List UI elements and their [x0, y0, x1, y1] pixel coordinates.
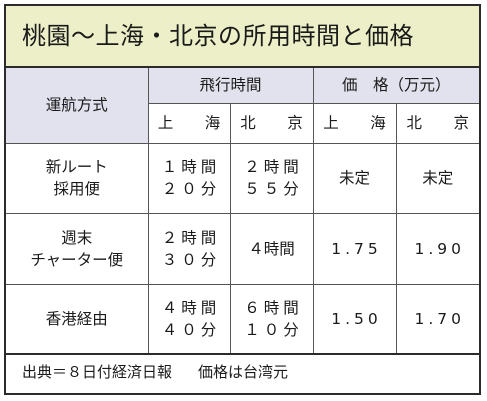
table-footer: 出典＝８日付経済日報 価格は台湾元 — [6, 352, 479, 393]
beijing-time-line2: ５５分 — [244, 180, 303, 198]
beijing-time-cell: ２時間 ５５分 — [229, 142, 314, 214]
shanghai-time-line1: １時間 — [161, 158, 221, 176]
beijing-time-line2: １０分 — [244, 320, 303, 339]
beijing-price-cell: 1.90 — [395, 212, 480, 285]
header-flight-time: 飛行時間 — [147, 68, 314, 104]
route-label-line2: 採用便 — [53, 180, 100, 198]
shanghai-time-line1: ４時間 — [161, 298, 221, 317]
table-row: 週末 チャーター便 ２時間 ３０分 ４時間 1.75 1.90 — [6, 212, 480, 285]
beijing-time-line1: ６時間 — [244, 298, 303, 317]
source-note: 出典＝８日付経済日報 — [22, 363, 173, 381]
beijing-price-cell: 未定 — [395, 142, 480, 214]
table-frame: 桃園〜上海・北京の所用時間と価格 運航方式 飛行時間 価 格（万元） 上 海 北… — [4, 4, 481, 395]
route-label-line2: チャーター便 — [30, 250, 124, 269]
shanghai-price-cell: 1.50 — [312, 283, 397, 355]
route-label: 新ルート 採用便 — [6, 142, 149, 214]
header-beijing-price: 北 京 — [395, 102, 480, 144]
shanghai-price-cell: 未定 — [312, 142, 397, 214]
shanghai-time-line2: ４０分 — [161, 320, 221, 339]
header-row-1: 運航方式 飛行時間 価 格（万元） — [6, 68, 480, 144]
table-row: 香港経由 ４時間 ４０分 ６時間 １０分 1.50 1.70 — [6, 283, 480, 355]
beijing-time-cell: ４時間 — [229, 212, 314, 285]
beijing-time-line1: ２時間 — [244, 158, 303, 176]
header-price: 価 格（万元） — [312, 68, 480, 104]
beijing-price-cell: 1.70 — [395, 283, 480, 355]
header-beijing-time: 北 京 — [229, 102, 314, 144]
shanghai-time-cell: ４時間 ４０分 — [147, 283, 231, 355]
shanghai-price-cell: 1.75 — [312, 212, 397, 285]
currency-note: 価格は台湾元 — [198, 363, 289, 381]
header-route-method: 運航方式 — [6, 68, 149, 144]
shanghai-time-cell: ２時間 ３０分 — [147, 212, 231, 285]
beijing-time-cell: ６時間 １０分 — [229, 283, 314, 355]
shanghai-time-cell: １時間 ２０分 — [147, 142, 231, 214]
table-title: 桃園〜上海・北京の所用時間と価格 — [6, 6, 479, 68]
flight-table: 運航方式 飛行時間 価 格（万元） 上 海 北 京 上 海 北 京 新ルート 採… — [6, 68, 480, 355]
route-label: 香港経由 — [6, 283, 149, 355]
shanghai-time-line2: ２０分 — [161, 180, 221, 198]
shanghai-time-line1: ２時間 — [161, 228, 221, 247]
route-label-line1: 週末 — [61, 228, 93, 247]
route-label-line1: 新ルート — [45, 158, 108, 176]
table-row: 新ルート 採用便 １時間 ２０分 ２時間 ５５分 未定 未定 — [6, 142, 480, 214]
header-shanghai-time: 上 海 — [148, 102, 231, 144]
route-label: 週末 チャーター便 — [6, 212, 149, 285]
header-shanghai-price: 上 海 — [312, 102, 397, 144]
shanghai-time-line2: ３０分 — [161, 250, 221, 269]
